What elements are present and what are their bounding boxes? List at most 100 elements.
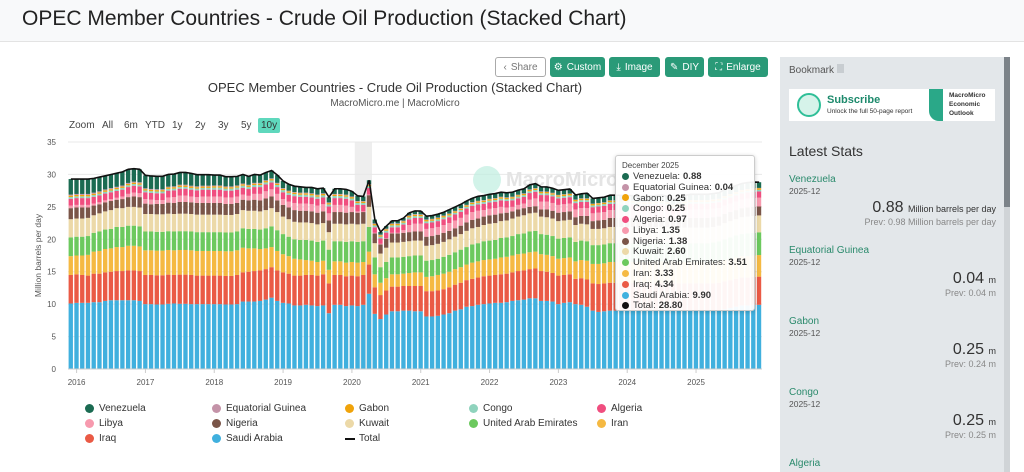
stat-name[interactable]: Venezuela xyxy=(789,174,836,185)
legend-item[interactable]: Saudi Arabia xyxy=(212,433,283,444)
enlarge-button[interactable]: ⛶ Enlarge xyxy=(708,57,768,77)
scrollbar-thumb[interactable] xyxy=(1004,57,1010,207)
bar-segment-united-arab-emirates xyxy=(590,245,595,264)
bar-segment-gabon xyxy=(166,187,171,189)
bar-segment-iran xyxy=(108,248,114,272)
bar-segment-libya xyxy=(470,212,475,220)
bar-segment-united-arab-emirates xyxy=(183,231,188,250)
bar-segment-gabon xyxy=(68,195,73,197)
bar-segment-saudi-arabia xyxy=(659,310,664,369)
bar-segment-saudi-arabia xyxy=(292,305,297,369)
stat-name[interactable]: Gabon xyxy=(789,316,820,327)
range-3y[interactable]: 3y xyxy=(218,120,229,131)
bar-segment-congo xyxy=(326,204,332,207)
stat-name[interactable]: Congo xyxy=(789,387,819,398)
bar-segment-gabon xyxy=(349,197,354,199)
bar-segment-congo xyxy=(544,193,549,196)
bar-segment-nigeria xyxy=(292,210,297,222)
bar-segment-equatorial-guinea xyxy=(131,181,137,183)
bar-segment-congo xyxy=(343,196,349,199)
legend-item[interactable]: Equatorial Guinea xyxy=(212,403,306,414)
bar-segment-saudi-arabia xyxy=(326,313,332,369)
image-button[interactable]: ⤓ Image xyxy=(609,57,660,77)
bar-segment-gabon xyxy=(343,195,349,197)
share-button[interactable]: ‹ Share xyxy=(495,57,546,77)
bar-segment-algeria xyxy=(137,186,142,194)
bookmark-button[interactable]: Bookmark xyxy=(789,64,845,76)
range-5y[interactable]: 5y xyxy=(241,120,252,131)
bar-segment-iran xyxy=(189,250,194,275)
bar-segment-gabon xyxy=(556,195,561,197)
bar-segment-united-arab-emirates xyxy=(269,226,274,248)
bar-segment-saudi-arabia xyxy=(458,309,463,369)
legend-item[interactable]: Libya xyxy=(85,418,123,429)
legend-item[interactable]: Congo xyxy=(469,403,512,414)
bar-segment-gabon xyxy=(206,186,211,188)
stat-name[interactable]: Algeria xyxy=(789,458,821,469)
bar-segment-iraq xyxy=(263,269,268,300)
bar-segment-kuwait xyxy=(361,223,366,242)
legend-item[interactable]: Nigeria xyxy=(212,418,258,429)
legend-item[interactable]: Algeria xyxy=(597,403,642,414)
bar-segment-gabon xyxy=(424,220,429,222)
bar-segment-iran xyxy=(269,247,274,268)
bar-segment-gabon xyxy=(372,224,377,226)
custom-button[interactable]: ⚙ Custom xyxy=(550,57,605,77)
range-10y[interactable]: 10y xyxy=(258,118,281,133)
legend-item[interactable]: Total xyxy=(345,433,380,444)
bar-segment-congo xyxy=(756,189,762,192)
range-2y[interactable]: 2y xyxy=(195,120,206,131)
bar-segment-iran xyxy=(372,274,377,288)
bar-segment-saudi-arabia xyxy=(74,302,79,369)
diy-button[interactable]: ✎ DIY xyxy=(665,57,704,77)
bar-segment-nigeria xyxy=(326,220,332,233)
latest-stats-title: Latest Stats xyxy=(789,143,863,159)
bar-segment-equatorial-guinea xyxy=(338,193,343,195)
watermark-logo xyxy=(473,166,501,194)
bar-segment-united-arab-emirates xyxy=(458,249,463,268)
legend-item[interactable]: Iran xyxy=(597,418,628,429)
bar-segment-equatorial-guinea xyxy=(384,228,389,230)
y-tick-label: 5 xyxy=(52,333,57,342)
stat-prev: Prev: 0.98 Million barrels per day xyxy=(864,217,996,227)
bar-segment-united-arab-emirates xyxy=(275,230,280,251)
bar-segment-algeria xyxy=(504,201,509,208)
bar-segment-nigeria xyxy=(160,203,165,215)
bar-segment-iraq xyxy=(349,275,354,306)
tooltip-value: 3.33 xyxy=(655,268,674,280)
range-6m[interactable]: 6m xyxy=(124,120,138,131)
tooltip-date: December 2025 xyxy=(622,161,679,170)
legend-item[interactable]: Kuwait xyxy=(345,418,389,429)
bar-segment-iran xyxy=(567,257,572,275)
tooltip-row: Nigeria:1.38 xyxy=(622,236,748,247)
sidebar-scrollbar[interactable] xyxy=(1004,57,1010,472)
bar-segment-libya xyxy=(275,193,280,201)
legend-item[interactable]: Iraq xyxy=(85,433,116,444)
bar-segment-gabon xyxy=(533,188,538,190)
bar-segment-saudi-arabia xyxy=(349,305,354,369)
legend-item[interactable]: United Arab Emirates xyxy=(469,418,578,429)
subscribe-banner[interactable]: Subscribe Unlock the full 50-page report… xyxy=(789,89,995,121)
bar-segment-kuwait xyxy=(286,219,291,237)
bar-segment-equatorial-guinea xyxy=(326,202,332,204)
bar-segment-saudi-arabia xyxy=(229,304,234,369)
range-ytd[interactable]: YTD xyxy=(145,120,165,131)
bar-segment-congo xyxy=(206,187,211,190)
bar-segment-nigeria xyxy=(286,207,291,220)
bar-segment-iraq xyxy=(269,267,274,298)
bar-segment-venezuela xyxy=(303,187,309,193)
bar-segment-kuwait xyxy=(756,215,762,233)
stat-name[interactable]: Equatorial Guinea xyxy=(789,245,870,256)
legend-item[interactable]: Gabon xyxy=(345,403,389,414)
bar-segment-venezuela xyxy=(292,186,297,193)
series-dot xyxy=(622,302,629,310)
bar-segment-congo xyxy=(166,188,171,191)
bar-segment-kuwait xyxy=(481,225,486,242)
range-1y[interactable]: 1y xyxy=(172,120,183,131)
bar-segment-nigeria xyxy=(596,220,601,229)
range-all[interactable]: All xyxy=(102,120,114,131)
tooltip-series-name: Gabon xyxy=(633,192,662,204)
bar-segment-algeria xyxy=(223,190,228,198)
bar-segment-iraq xyxy=(452,284,458,311)
legend-item[interactable]: Venezuela xyxy=(85,403,146,414)
